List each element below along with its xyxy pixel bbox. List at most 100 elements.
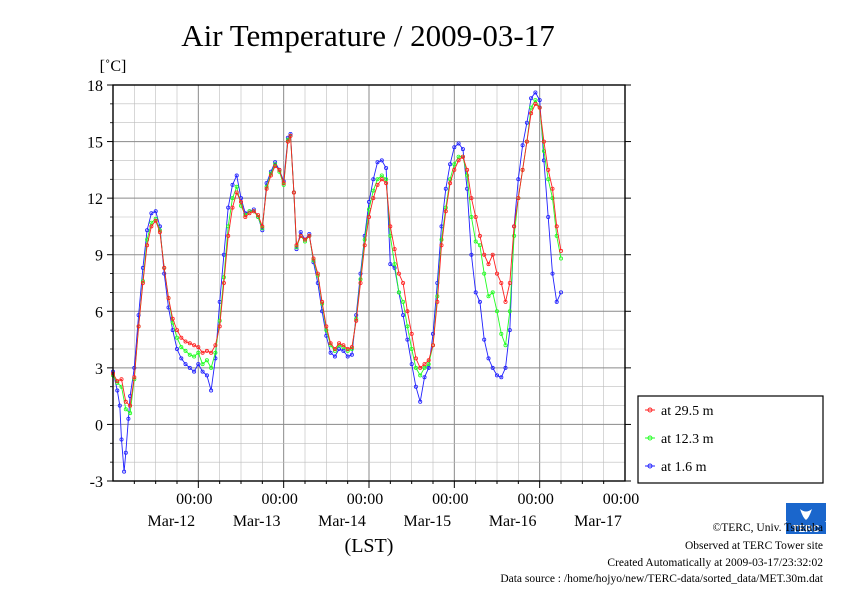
legend-label: at 29.5 m [661, 404, 714, 419]
data-point [149, 211, 154, 216]
data-point [136, 313, 141, 318]
data-point [559, 248, 564, 253]
data-point [362, 243, 367, 248]
data-point [477, 233, 482, 238]
data-point [213, 350, 218, 355]
legend-swatch-marker [647, 463, 653, 469]
created-text: Created Automatically at 2009-03-17/23:3… [607, 557, 823, 569]
legend: at 29.5 m at 12.3 m at 1.6 m [637, 395, 824, 484]
data-point [234, 173, 239, 178]
data-point [486, 262, 491, 267]
data-point [234, 190, 239, 195]
data-point [196, 350, 201, 355]
data-point [200, 362, 205, 367]
data-point [465, 167, 470, 172]
data-point [285, 139, 290, 144]
data-point [302, 237, 307, 242]
data-point [490, 290, 495, 295]
data-point [324, 324, 329, 329]
data-point [366, 214, 371, 219]
data-point [204, 373, 209, 378]
data-point [546, 167, 551, 172]
plot-series [111, 90, 564, 474]
data-point [371, 188, 376, 193]
data-point [486, 356, 491, 361]
data-point [409, 331, 414, 336]
data-point [452, 167, 457, 172]
data-point [204, 358, 209, 363]
data-point [524, 139, 529, 144]
data-point [123, 407, 128, 412]
data-point [533, 90, 538, 95]
data-point [209, 350, 214, 355]
data-point [439, 237, 444, 242]
data-point [379, 177, 384, 182]
data-point [179, 345, 184, 350]
data-point [119, 377, 124, 382]
data-point [494, 271, 499, 276]
data-point [341, 348, 346, 353]
data-point [524, 120, 529, 125]
data-point [179, 356, 184, 361]
x-tick-label-time: 00:00 [261, 491, 297, 508]
data-point [418, 373, 423, 378]
data-point [516, 177, 521, 182]
data-point [281, 182, 286, 187]
data-point [187, 352, 192, 357]
data-point [119, 437, 124, 442]
legend-label: at 12.3 m [661, 432, 714, 447]
data-point [499, 331, 504, 336]
x-tick-label-time: 00:00 [432, 491, 468, 508]
data-point [187, 365, 192, 370]
data-point [362, 237, 367, 242]
data-point [473, 239, 478, 244]
data-point [392, 262, 397, 267]
data-point [546, 214, 551, 219]
data-point [174, 346, 179, 351]
data-point [413, 384, 418, 389]
data-point [512, 233, 517, 238]
data-point [426, 358, 431, 363]
x-tick-label-time: 00:00 [517, 491, 553, 508]
data-point [179, 335, 184, 340]
data-point [183, 362, 188, 367]
data-point [162, 271, 167, 276]
data-point [384, 165, 389, 170]
data-point [477, 299, 482, 304]
data-point [401, 313, 406, 318]
data-point [136, 324, 141, 329]
data-point [546, 177, 551, 182]
x-tick-label-date: Mar-12 [147, 513, 195, 530]
series-line [112, 99, 562, 415]
data-point [469, 196, 474, 201]
data-point [401, 280, 406, 285]
data-point [443, 186, 448, 191]
data-point [533, 98, 538, 103]
data-point [529, 96, 534, 101]
data-point [192, 369, 197, 374]
data-point [149, 224, 154, 229]
data-point [307, 233, 312, 238]
data-point [153, 209, 158, 214]
data-point [349, 345, 354, 350]
data-point [469, 252, 474, 257]
legend-swatch-marker [647, 407, 653, 413]
data-point [375, 182, 380, 187]
data-point [477, 243, 482, 248]
y-tick-label: 9 [95, 248, 103, 265]
data-point [456, 141, 461, 146]
data-point [499, 280, 504, 285]
data-point [418, 365, 423, 370]
data-point [460, 154, 465, 159]
data-point [315, 271, 320, 276]
data-point [426, 365, 431, 370]
data-point [460, 147, 465, 152]
data-point [183, 339, 188, 344]
data-point [422, 375, 427, 380]
x-axis: 00:00 Mar-12 00:00 Mar-13 00:00 Mar-14 00:00 Ma… [133, 481, 639, 530]
data-point [145, 243, 150, 248]
legend-label: at 1.6 m [661, 460, 707, 475]
data-point [192, 343, 197, 348]
data-point [473, 290, 478, 295]
data-point [209, 365, 214, 370]
